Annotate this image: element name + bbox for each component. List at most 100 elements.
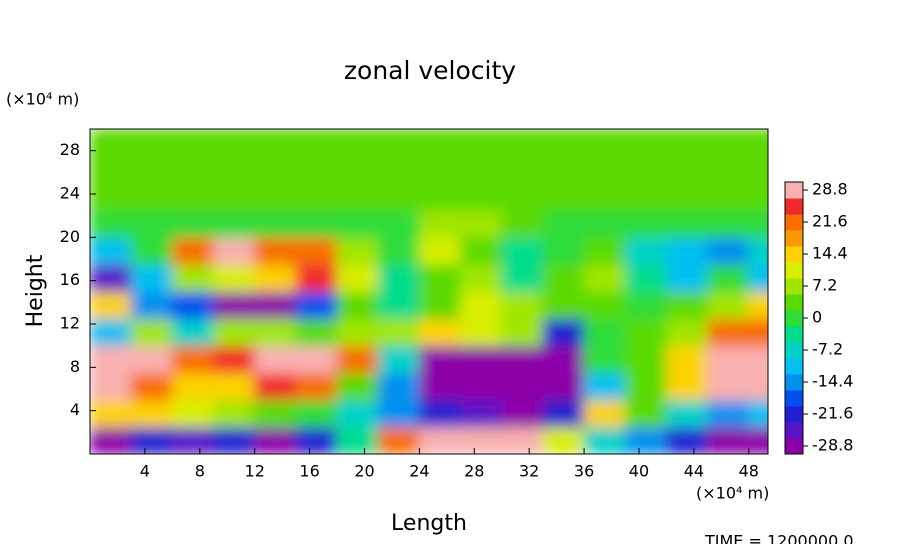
cell	[295, 182, 338, 211]
colorbar-swatch	[785, 310, 803, 327]
cell	[624, 291, 667, 320]
plot-area	[90, 129, 768, 454]
colorbar: -28.8 -21.6 -14.4 -7.2 0 7.2 14.4 21.6 28.8	[784, 180, 853, 455]
cell	[377, 372, 420, 401]
cell	[418, 155, 462, 184]
cell	[501, 399, 544, 428]
cell	[90, 399, 132, 428]
cell	[130, 345, 173, 374]
cell	[295, 209, 338, 238]
cell	[90, 345, 132, 374]
cell	[130, 209, 173, 238]
x-tick-label: 40	[629, 462, 649, 481]
y-unit: (×10⁴ m)	[6, 90, 79, 109]
cell	[460, 399, 503, 428]
cell	[254, 291, 297, 320]
cell	[624, 209, 667, 238]
colorbar-swatch	[785, 326, 803, 343]
cell	[336, 399, 379, 428]
cell	[542, 263, 585, 292]
cell	[583, 182, 626, 211]
cell	[624, 372, 667, 401]
cell	[213, 182, 256, 211]
colorbar-label: 0	[812, 308, 822, 327]
cell	[336, 345, 379, 374]
y-tick-label: 8	[70, 357, 80, 376]
cell	[501, 236, 544, 265]
cell	[254, 129, 297, 157]
cell	[460, 209, 503, 238]
cell	[254, 236, 297, 265]
cell	[295, 291, 338, 320]
colorbar-label: -14.4	[812, 372, 853, 391]
cell	[542, 155, 585, 184]
colorbar-swatch	[785, 262, 803, 279]
colorbar-swatch	[785, 214, 803, 231]
cell	[501, 129, 544, 157]
cell	[707, 318, 750, 347]
cell	[130, 318, 173, 347]
cell	[377, 129, 420, 157]
cell	[501, 291, 544, 320]
x-tick-label: 24	[409, 462, 429, 481]
cell	[295, 236, 338, 265]
cell	[542, 345, 585, 374]
cell	[171, 291, 215, 320]
cell	[501, 318, 544, 347]
cell	[213, 155, 256, 184]
cell	[542, 318, 585, 347]
cell	[418, 291, 462, 320]
cell	[748, 129, 768, 157]
chart-title: zonal velocity	[344, 56, 516, 85]
cell	[336, 318, 379, 347]
cell	[213, 129, 256, 157]
cell	[336, 263, 379, 292]
cell	[295, 318, 338, 347]
cell	[748, 291, 768, 320]
cell	[501, 345, 544, 374]
cell	[90, 129, 132, 157]
cell	[460, 426, 503, 454]
cell	[295, 372, 338, 401]
cell	[171, 155, 215, 184]
x-tick-label: 28	[464, 462, 484, 481]
cell	[583, 129, 626, 157]
x-tick-label: 32	[519, 462, 539, 481]
cell	[460, 155, 503, 184]
cell	[542, 182, 585, 211]
cell	[583, 372, 626, 401]
colorbar-label: -28.8	[812, 436, 853, 455]
cell	[748, 236, 768, 265]
cell	[213, 372, 256, 401]
cell	[254, 182, 297, 211]
colorbar-swatch	[785, 422, 803, 439]
cell	[707, 129, 750, 157]
cell	[171, 236, 215, 265]
cell	[624, 399, 667, 428]
cell	[213, 318, 256, 347]
cell	[707, 399, 750, 428]
cell	[171, 182, 215, 211]
cell	[418, 209, 462, 238]
cell	[213, 291, 256, 320]
y-tick-label: 20	[60, 227, 80, 246]
cell	[295, 155, 338, 184]
colorbar-swatch	[785, 198, 803, 215]
cell	[377, 209, 420, 238]
colorbar-swatch	[785, 406, 803, 423]
cell	[460, 345, 503, 374]
cell	[501, 263, 544, 292]
cell	[418, 182, 462, 211]
cell	[624, 182, 667, 211]
cell	[542, 209, 585, 238]
colorbar-swatch	[785, 294, 803, 311]
cell	[748, 263, 768, 292]
cell	[748, 372, 768, 401]
cell	[501, 182, 544, 211]
cell	[295, 426, 338, 454]
cell	[748, 209, 768, 238]
cell	[501, 426, 544, 454]
cell	[377, 318, 420, 347]
cell	[707, 345, 750, 374]
y-tick-label: 12	[60, 314, 80, 333]
